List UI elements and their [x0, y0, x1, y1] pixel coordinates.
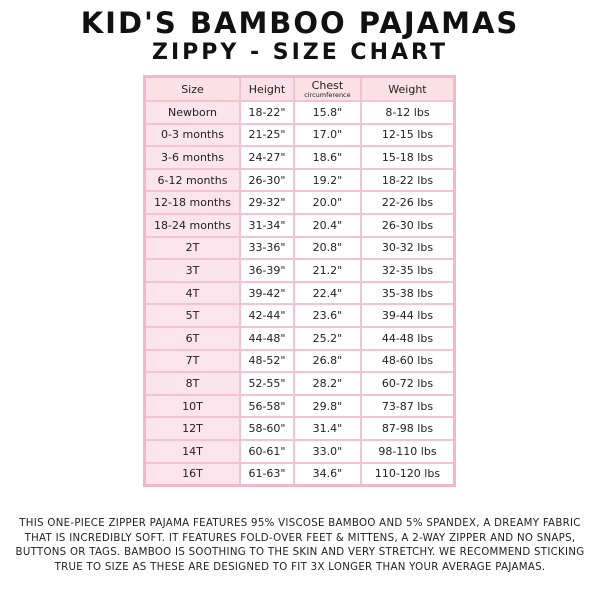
cell-height: 48-52" [239, 348, 295, 374]
cell-height: 18-22" [239, 100, 295, 125]
table-row: 8T 52-55" 28.2" 60-72 lbs [143, 371, 456, 396]
table-row: 12-18 months 29-32" 20.0" 22-26 lbs [143, 190, 456, 215]
header-chest: Chest circumference [292, 75, 362, 102]
table-row: 3T 36-39" 21.2" 32-35 lbs [143, 258, 456, 283]
header-height: Height [239, 75, 295, 102]
table-row: 14T 60-61" 33.0" 98-110 lbs [143, 438, 456, 464]
table-row: 4T 39-42" 22.4" 35-38 lbs [143, 280, 456, 306]
cell-height: 29-32" [239, 190, 295, 215]
cell-chest: 29.8" [292, 393, 362, 419]
table-row: 7T 48-52" 26.8" 48-60 lbs [143, 348, 456, 374]
cell-chest: 18.6" [292, 145, 362, 170]
cell-height: 44-48" [239, 325, 295, 351]
header-size: Size [143, 75, 241, 102]
cell-weight: 32-35 lbs [359, 258, 456, 283]
cell-chest: 23.6" [292, 303, 362, 328]
cell-weight: 110-120 lbs [359, 461, 456, 487]
table-header-row: Size Height Chest circumference Weight [143, 75, 456, 102]
cell-size: 5T [143, 303, 241, 328]
cell-chest: 26.8" [292, 348, 362, 374]
table-row: 10T 56-58" 29.8" 73-87 lbs [143, 393, 456, 419]
header-weight: Weight [359, 75, 456, 102]
cell-weight: 18-22 lbs [359, 167, 456, 193]
cell-weight: 30-32 lbs [359, 235, 456, 261]
cell-height: 24-27" [239, 145, 295, 170]
cell-chest: 17.0" [292, 122, 362, 148]
cell-size: 8T [143, 371, 241, 396]
cell-chest: 15.8" [292, 100, 362, 125]
page-subtitle: ZIPPY - SIZE CHART [152, 40, 448, 65]
cell-chest: 33.0" [292, 438, 362, 464]
size-chart-table: Size Height Chest circumference Weight Ne… [143, 75, 456, 488]
cell-chest: 20.8" [292, 235, 362, 261]
table-row: 18-24 months 31-34" 20.4" 26-30 lbs [143, 212, 456, 238]
cell-chest: 31.4" [292, 416, 362, 441]
cell-height: 26-30" [239, 167, 295, 193]
table-row: 6T 44-48" 25.2" 44-48 lbs [143, 325, 456, 351]
cell-weight: 26-30 lbs [359, 212, 456, 238]
cell-size: 3-6 months [143, 145, 241, 170]
cell-height: 36-39" [239, 258, 295, 283]
table-row: 6-12 months 26-30" 19.2" 18-22 lbs [143, 167, 456, 193]
cell-size: 2T [143, 235, 241, 261]
header-chest-sub: circumference [304, 91, 351, 99]
cell-chest: 20.0" [292, 190, 362, 215]
cell-size: 4T [143, 280, 241, 306]
cell-size: 0-3 months [143, 122, 241, 148]
cell-weight: 39-44 lbs [359, 303, 456, 328]
table-row: 12T 58-60" 31.4" 87-98 lbs [143, 416, 456, 441]
cell-chest: 22.4" [292, 280, 362, 306]
cell-size: 7T [143, 348, 241, 374]
cell-size: 3T [143, 258, 241, 283]
cell-size: 16T [143, 461, 241, 487]
table-row: Newborn 18-22" 15.8" 8-12 lbs [143, 100, 456, 125]
cell-size: 6-12 months [143, 167, 241, 193]
cell-height: 42-44" [239, 303, 295, 328]
table-row: 16T 61-63" 34.6" 110-120 lbs [143, 461, 456, 487]
cell-size: 18-24 months [143, 212, 241, 238]
cell-size: 12-18 months [143, 190, 241, 215]
cell-weight: 8-12 lbs [359, 100, 456, 125]
cell-chest: 25.2" [292, 325, 362, 351]
cell-weight: 44-48 lbs [359, 325, 456, 351]
header-chest-label: Chest [311, 79, 344, 92]
page-title: KID'S BAMBOO PAJAMAS [80, 6, 520, 40]
cell-weight: 73-87 lbs [359, 393, 456, 419]
cell-weight: 87-98 lbs [359, 416, 456, 441]
cell-size: 6T [143, 325, 241, 351]
product-description: This one-piece zipper pajama features 95… [15, 518, 585, 573]
cell-weight: 48-60 lbs [359, 348, 456, 374]
cell-height: 61-63" [239, 461, 295, 487]
cell-chest: 20.4" [292, 212, 362, 238]
cell-height: 33-36" [239, 235, 295, 261]
cell-weight: 35-38 lbs [359, 280, 456, 306]
table-row: 0-3 months 21-25" 17.0" 12-15 lbs [143, 122, 456, 148]
cell-height: 58-60" [239, 416, 295, 441]
cell-size: 14T [143, 438, 241, 464]
cell-chest: 28.2" [292, 371, 362, 396]
cell-weight: 12-15 lbs [359, 122, 456, 148]
table-row: 3-6 months 24-27" 18.6" 15-18 lbs [143, 145, 456, 170]
cell-chest: 34.6" [292, 461, 362, 487]
cell-chest: 21.2" [292, 258, 362, 283]
cell-height: 56-58" [239, 393, 295, 419]
cell-height: 52-55" [239, 371, 295, 396]
cell-size: 10T [143, 393, 241, 419]
cell-weight: 60-72 lbs [359, 371, 456, 396]
cell-height: 60-61" [239, 438, 295, 464]
cell-height: 21-25" [239, 122, 295, 148]
table-row: 5T 42-44" 23.6" 39-44 lbs [143, 303, 456, 328]
cell-weight: 98-110 lbs [359, 438, 456, 464]
cell-weight: 22-26 lbs [359, 190, 456, 215]
cell-weight: 15-18 lbs [359, 145, 456, 170]
cell-height: 31-34" [239, 212, 295, 238]
cell-size: 12T [143, 416, 241, 441]
cell-chest: 19.2" [292, 167, 362, 193]
table-row: 2T 33-36" 20.8" 30-32 lbs [143, 235, 456, 261]
cell-height: 39-42" [239, 280, 295, 306]
cell-size: Newborn [143, 100, 241, 125]
